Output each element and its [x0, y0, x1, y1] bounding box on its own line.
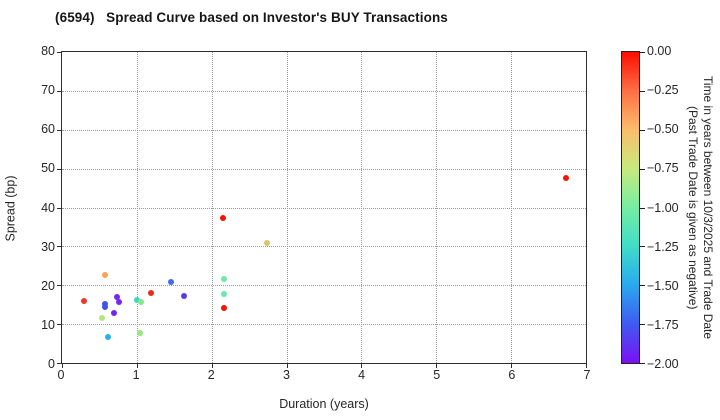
y-tick-label: 60 [41, 122, 55, 137]
x-tick-label: 0 [57, 368, 65, 382]
colorbar-tick-label: −0.75 [647, 161, 679, 176]
colorbar-label-line1: Time in years between 10/3/2025 and Trad… [701, 75, 715, 340]
scatter-point [111, 310, 118, 317]
colorbar-label-line2: (Past Trade Date is given as negative) [686, 105, 700, 310]
y-tick-label: 50 [41, 161, 55, 176]
scatter-point [264, 240, 271, 247]
x-tick-label: 5 [433, 368, 441, 382]
x-tick-mark [211, 364, 213, 368]
gridline-horizontal [62, 168, 586, 170]
colorbar-tick-mark [640, 363, 645, 364]
scatter-point [220, 305, 227, 312]
chart-title: (6594) Spread Curve based on Investor's … [55, 10, 448, 25]
scatter-point [181, 293, 188, 300]
gridline-horizontal [62, 207, 586, 209]
scatter-point [219, 214, 226, 221]
colorbar-tick-mark [640, 285, 645, 287]
colorbar-tick-label: 0.00 [647, 44, 672, 58]
x-tick-label: 1 [132, 368, 140, 382]
y-tick-mark [57, 168, 61, 170]
gridline-horizontal [62, 90, 586, 92]
scatter-point [562, 175, 569, 182]
scatter-point [101, 300, 108, 307]
colorbar [621, 51, 645, 364]
colorbar-tick-mark [640, 207, 645, 209]
scatter-point [221, 290, 228, 297]
colorbar-tick-mark [640, 90, 645, 92]
x-tick-label: 2 [207, 368, 215, 382]
y-tick-mark [57, 246, 61, 248]
x-tick-label: 6 [508, 368, 516, 382]
y-tick-label: 0 [48, 357, 55, 371]
colorbar-tick-mark [640, 52, 645, 53]
y-tick-mark [57, 285, 61, 287]
colorbar-label: Time in years between 10/3/2025 and Trad… [685, 47, 715, 368]
scatter-point [105, 334, 112, 341]
scatter-point [113, 294, 120, 301]
y-tick-label: 80 [41, 44, 55, 58]
colorbar-tick-label: −1.50 [647, 278, 679, 293]
scatter-point [133, 297, 140, 304]
gridline-horizontal [62, 246, 586, 248]
y-tick-label: 10 [41, 317, 55, 332]
y-tick-mark [57, 52, 61, 53]
colorbar-tick-label: −2.00 [647, 357, 679, 371]
x-axis-ticks: 0 1 2 3 4 5 6 7 [57, 368, 591, 384]
scatter-point [138, 298, 145, 305]
colorbar-tick-mark [640, 168, 645, 170]
colorbar-tick-labels: 0.00 −0.25 −0.50 −0.75 −1.00 −1.25 −1.50 −1.75 −… [647, 44, 689, 371]
gridline-horizontal [62, 285, 586, 287]
gridline-horizontal [62, 129, 586, 131]
colorbar-tick-label: −1.00 [647, 200, 679, 215]
y-axis-ticks: 0 10 20 30 40 50 60 70 80 [18, 44, 55, 371]
x-tick-label: 4 [358, 368, 366, 382]
scatter-point [167, 279, 174, 286]
x-tick-label: 7 [583, 368, 591, 382]
colorbar-tick-label: −1.75 [647, 317, 679, 332]
colorbar-tick-mark [640, 129, 645, 131]
colorbar-tick-mark [640, 246, 645, 248]
y-tick-label: 30 [41, 239, 55, 254]
plot-area [57, 51, 587, 368]
x-axis-label: Duration (years) [279, 397, 369, 411]
colorbar-tick-mark [640, 324, 645, 326]
x-tick-mark [361, 364, 363, 368]
y-tick-label: 20 [41, 278, 55, 293]
y-tick-label: 40 [41, 200, 55, 215]
scatter-point [81, 297, 88, 304]
scatter-point [148, 289, 155, 296]
scatter-point [102, 271, 109, 278]
y-tick-mark [57, 207, 61, 209]
scatter-point [102, 304, 109, 311]
x-tick-mark [286, 364, 288, 368]
x-tick-mark [511, 364, 513, 368]
x-tick-mark [62, 364, 63, 368]
y-tick-mark [57, 90, 61, 92]
colorbar-tick-label: −1.25 [647, 239, 679, 254]
y-tick-label: 70 [41, 83, 55, 98]
x-tick-mark [436, 364, 438, 368]
colorbar-tick-label: −0.25 [647, 83, 679, 98]
y-tick-mark [57, 324, 61, 326]
x-tick-label: 3 [282, 368, 290, 382]
scatter-point [136, 330, 143, 337]
x-tick-mark [586, 364, 587, 368]
colorbar-tick-label: −0.50 [647, 122, 679, 137]
y-tick-mark [57, 129, 61, 131]
scatter-point [98, 314, 105, 321]
y-tick-mark [57, 363, 61, 364]
scatter-point [221, 276, 228, 283]
scatter-point [115, 299, 122, 306]
gridline-horizontal [62, 324, 586, 326]
y-axis-label: Spread (bp) [3, 175, 18, 242]
x-tick-mark [136, 364, 138, 368]
